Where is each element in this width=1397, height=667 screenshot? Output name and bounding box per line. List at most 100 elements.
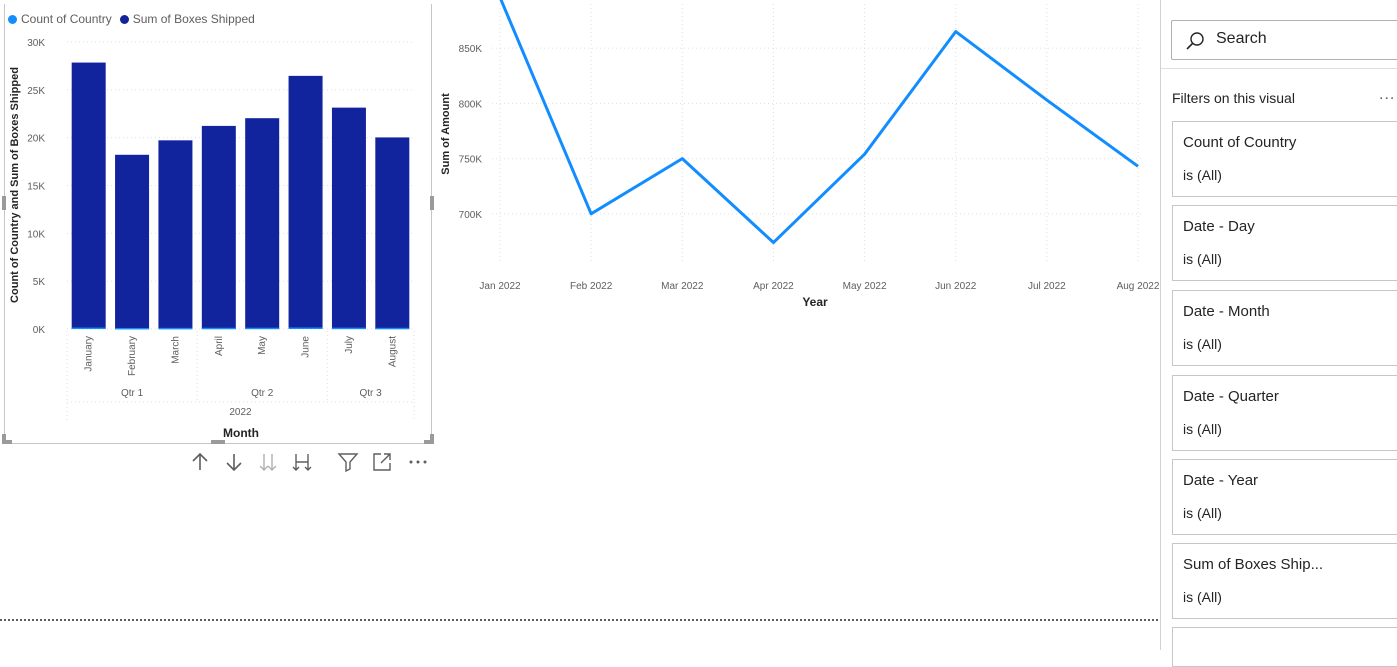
legend-dot-boxes bbox=[119, 14, 129, 24]
filter-card-title: Count of Country bbox=[1183, 134, 1297, 151]
line-chart-svg: 700K 750K 800K 850K Jan 2022 Feb 2022 Mar 2022… bbox=[440, 0, 1160, 309]
bar-count-of-country bbox=[375, 327, 410, 330]
visual-toolbar bbox=[188, 450, 432, 474]
filter-card-title: Date - Quarter bbox=[1183, 388, 1279, 405]
chart-legend: Count of Country Sum of Boxes Shipped bbox=[8, 12, 255, 26]
page-boundary-line bbox=[0, 619, 1158, 621]
resize-corner-bottom-left-v bbox=[2, 434, 6, 444]
drill-up-icon[interactable] bbox=[188, 450, 212, 474]
x-tick-label: Jan 2022 bbox=[479, 281, 521, 292]
quarter-label: Qtr 1 bbox=[121, 388, 144, 399]
year-label: 2022 bbox=[229, 407, 252, 418]
x-tick-label: Jun 2022 bbox=[935, 281, 977, 292]
bar-sum-of-boxes-shipped bbox=[288, 75, 323, 329]
x-tick-label: July bbox=[344, 336, 355, 354]
bar-sum-of-boxes-shipped bbox=[201, 125, 236, 330]
resize-handle-right[interactable] bbox=[430, 196, 434, 210]
expand-next-level-icon[interactable] bbox=[290, 450, 314, 474]
y-tick-label: 25K bbox=[27, 86, 45, 97]
filter-card-value: is (All) bbox=[1183, 336, 1222, 352]
x-tick-label: May 2022 bbox=[843, 281, 887, 292]
legend-dot-count bbox=[8, 14, 17, 24]
series-line bbox=[499, 0, 1139, 245]
x-tick-label: January bbox=[84, 336, 95, 372]
filter-card-value: is (All) bbox=[1183, 421, 1222, 437]
x-axis-title: Month bbox=[223, 426, 259, 440]
more-options-icon[interactable] bbox=[406, 450, 430, 474]
filter-card-date-month[interactable]: Date - Month is (All) bbox=[1172, 290, 1397, 366]
y-axis-title: Sum of Amount bbox=[440, 93, 452, 175]
bar-sum-of-boxes-shipped bbox=[115, 154, 150, 329]
bar-count-of-country bbox=[245, 327, 280, 330]
more-options-icon[interactable]: ... bbox=[1379, 86, 1396, 103]
x-tick-label: Mar 2022 bbox=[661, 281, 704, 292]
resize-handle-left[interactable] bbox=[2, 196, 6, 210]
quarter-label: Qtr 2 bbox=[251, 388, 274, 399]
resize-corner-bottom-right-v bbox=[430, 434, 434, 444]
bar-chart-visual[interactable] bbox=[2, 4, 434, 444]
filters-heading: Filters on this visual bbox=[1172, 90, 1295, 106]
bar-count-of-country bbox=[115, 327, 150, 330]
legend-label-boxes[interactable]: Sum of Boxes Shipped bbox=[132, 12, 255, 26]
x-tick-label: March bbox=[170, 336, 181, 364]
filter-card-date-quarter[interactable]: Date - Quarter is (All) bbox=[1172, 375, 1397, 451]
line-chart-visual[interactable]: 700K 750K 800K 850K Jan 2022 Feb 2022 Mar 2022… bbox=[436, 0, 1160, 320]
x-tick-label: Apr 2022 bbox=[753, 281, 794, 292]
bar-sum-of-boxes-shipped bbox=[375, 137, 410, 329]
filter-card-value: is (All) bbox=[1183, 505, 1222, 521]
bar-count-of-country bbox=[158, 327, 193, 330]
y-tick-label: 10K bbox=[27, 229, 45, 240]
legend-label-count[interactable]: Count of Country bbox=[21, 12, 112, 26]
filter-card-title: Date - Month bbox=[1183, 303, 1270, 320]
resize-corner-bottom-right[interactable] bbox=[424, 440, 434, 444]
bar-count-of-country bbox=[201, 327, 236, 330]
bar-count-of-country bbox=[288, 327, 323, 329]
filter-card-title: Date - Year bbox=[1183, 472, 1259, 489]
filter-card-value: is (All) bbox=[1183, 589, 1222, 605]
filter-card-date-day[interactable]: Date - Day is (All) bbox=[1172, 205, 1397, 281]
filter-card-sum-of-boxes-shipped[interactable]: Sum of Boxes Ship... is (All) bbox=[1172, 543, 1397, 619]
x-tick-label: May bbox=[257, 336, 268, 355]
resize-handle-bottom[interactable] bbox=[211, 440, 225, 444]
x-tick-label: April bbox=[214, 336, 225, 356]
bar-sum-of-boxes-shipped bbox=[71, 62, 106, 330]
x-axis-title: Year bbox=[802, 295, 828, 309]
y-tick-label: 30K bbox=[27, 38, 45, 49]
bar-count-of-country bbox=[71, 327, 106, 330]
x-tick-label: August bbox=[387, 336, 398, 367]
bar-count-of-country bbox=[331, 327, 366, 330]
y-tick-label: 850K bbox=[459, 44, 483, 55]
filter-card-partial[interactable] bbox=[1172, 627, 1397, 667]
y-tick-label: 800K bbox=[459, 99, 483, 110]
y-tick-label: 700K bbox=[459, 210, 483, 221]
focus-mode-icon[interactable] bbox=[370, 450, 394, 474]
y-tick-label: 750K bbox=[459, 155, 483, 166]
filter-card-title: Date - Day bbox=[1183, 218, 1255, 235]
search-icon bbox=[1186, 32, 1204, 50]
y-tick-label: 5K bbox=[33, 277, 46, 288]
bar-chart-svg: 0K 5K 10K 15K 20K 25K 30K January February March A… bbox=[9, 38, 415, 440]
filter-card-value: is (All) bbox=[1183, 167, 1222, 183]
filter-card-value: is (All) bbox=[1183, 251, 1222, 267]
y-tick-label: 20K bbox=[27, 134, 45, 145]
x-tick-label: February bbox=[127, 336, 138, 376]
resize-corner-bottom-left[interactable] bbox=[2, 440, 12, 444]
y-tick-label: 15K bbox=[27, 182, 45, 193]
filter-card-title: Sum of Boxes Ship... bbox=[1183, 556, 1324, 573]
x-tick-label: June bbox=[301, 336, 312, 358]
filters-pane: Filters on this visual ... Count of Coun… bbox=[1160, 0, 1397, 667]
filter-icon[interactable] bbox=[336, 450, 360, 474]
y-axis-title: Count of Country and Sum of Boxes Shippe… bbox=[9, 67, 21, 303]
x-tick-label: Jul 2022 bbox=[1028, 281, 1066, 292]
filter-card-count-of-country[interactable]: Count of Country is (All) bbox=[1172, 121, 1397, 197]
bar-sum-of-boxes-shipped bbox=[245, 118, 280, 329]
y-tick-label: 0K bbox=[33, 325, 46, 336]
search-input[interactable] bbox=[1216, 30, 1396, 48]
expand-all-down-icon[interactable] bbox=[256, 450, 280, 474]
filter-card-date-year[interactable]: Date - Year is (All) bbox=[1172, 459, 1397, 535]
search-box[interactable] bbox=[1171, 20, 1397, 60]
drill-down-icon[interactable] bbox=[222, 450, 246, 474]
bar-sum-of-boxes-shipped bbox=[331, 107, 366, 329]
quarter-label: Qtr 3 bbox=[360, 388, 383, 399]
pane-divider bbox=[1161, 68, 1397, 69]
